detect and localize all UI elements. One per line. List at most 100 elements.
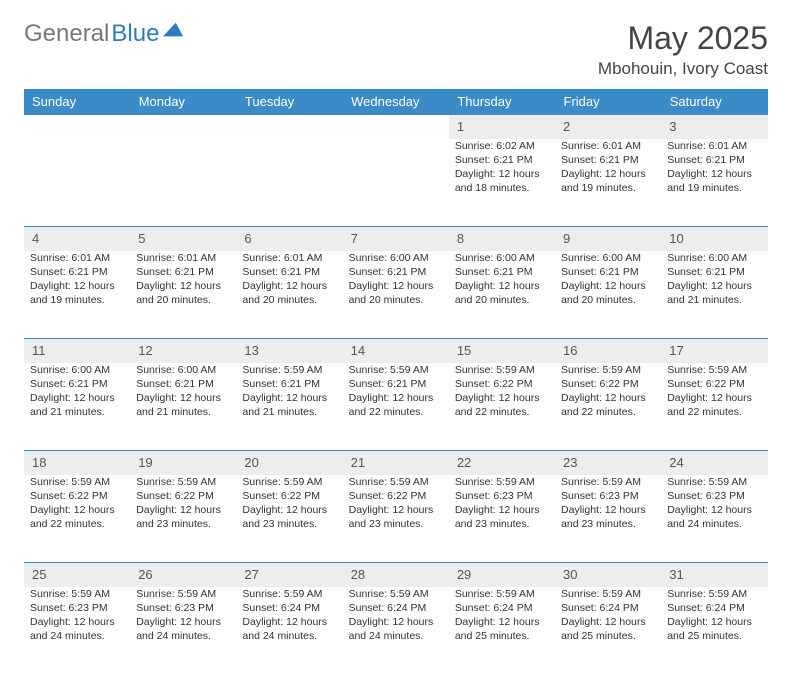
sunrise-line: Sunrise: 5:59 AM bbox=[667, 587, 761, 601]
sunset-line: Sunset: 6:24 PM bbox=[242, 601, 336, 615]
day-detail-cell: Sunrise: 5:59 AMSunset: 6:22 PMDaylight:… bbox=[661, 363, 767, 451]
daylight-line: Daylight: 12 hours and 21 minutes. bbox=[30, 391, 124, 419]
sunset-line: Sunset: 6:23 PM bbox=[455, 489, 549, 503]
sunset-line: Sunset: 6:21 PM bbox=[667, 265, 761, 279]
day-number-cell: 1 bbox=[449, 115, 555, 139]
daylight-line: Daylight: 12 hours and 19 minutes. bbox=[30, 279, 124, 307]
day-detail-cell: Sunrise: 5:59 AMSunset: 6:21 PMDaylight:… bbox=[343, 363, 449, 451]
day-detail-cell bbox=[24, 139, 130, 227]
month-title: May 2025 bbox=[598, 20, 768, 57]
day-number-row: 18192021222324 bbox=[24, 451, 768, 475]
day-number-cell: 29 bbox=[449, 563, 555, 587]
daylight-line: Daylight: 12 hours and 19 minutes. bbox=[561, 167, 655, 195]
day-detail-cell: Sunrise: 5:59 AMSunset: 6:22 PMDaylight:… bbox=[343, 475, 449, 563]
sunset-line: Sunset: 6:22 PM bbox=[561, 377, 655, 391]
daylight-line: Daylight: 12 hours and 19 minutes. bbox=[667, 167, 761, 195]
sunset-line: Sunset: 6:23 PM bbox=[667, 489, 761, 503]
sunrise-line: Sunrise: 5:59 AM bbox=[349, 475, 443, 489]
day-detail-cell: Sunrise: 5:59 AMSunset: 6:23 PMDaylight:… bbox=[449, 475, 555, 563]
sunset-line: Sunset: 6:24 PM bbox=[349, 601, 443, 615]
sunrise-line: Sunrise: 6:02 AM bbox=[455, 139, 549, 153]
day-number-cell bbox=[236, 115, 342, 139]
weekday-header: Sunday bbox=[24, 89, 130, 115]
day-number-cell: 7 bbox=[343, 227, 449, 251]
sunrise-line: Sunrise: 5:59 AM bbox=[242, 363, 336, 377]
daylight-line: Daylight: 12 hours and 20 minutes. bbox=[242, 279, 336, 307]
day-number-cell: 11 bbox=[24, 339, 130, 363]
daylight-line: Daylight: 12 hours and 21 minutes. bbox=[242, 391, 336, 419]
sunset-line: Sunset: 6:22 PM bbox=[30, 489, 124, 503]
daylight-line: Daylight: 12 hours and 18 minutes. bbox=[455, 167, 549, 195]
sunset-line: Sunset: 6:23 PM bbox=[30, 601, 124, 615]
day-detail-cell: Sunrise: 5:59 AMSunset: 6:23 PMDaylight:… bbox=[661, 475, 767, 563]
sunset-line: Sunset: 6:21 PM bbox=[455, 153, 549, 167]
day-detail-cell: Sunrise: 5:59 AMSunset: 6:24 PMDaylight:… bbox=[661, 587, 767, 675]
daylight-line: Daylight: 12 hours and 23 minutes. bbox=[136, 503, 230, 531]
day-detail-cell: Sunrise: 6:02 AMSunset: 6:21 PMDaylight:… bbox=[449, 139, 555, 227]
daylight-line: Daylight: 12 hours and 23 minutes. bbox=[561, 503, 655, 531]
daylight-line: Daylight: 12 hours and 20 minutes. bbox=[455, 279, 549, 307]
sunrise-line: Sunrise: 6:01 AM bbox=[242, 251, 336, 265]
sunrise-line: Sunrise: 5:59 AM bbox=[455, 363, 549, 377]
day-number-cell: 22 bbox=[449, 451, 555, 475]
daylight-line: Daylight: 12 hours and 20 minutes. bbox=[136, 279, 230, 307]
weekday-header: Tuesday bbox=[236, 89, 342, 115]
daylight-line: Daylight: 12 hours and 20 minutes. bbox=[349, 279, 443, 307]
sunset-line: Sunset: 6:22 PM bbox=[136, 489, 230, 503]
daylight-line: Daylight: 12 hours and 22 minutes. bbox=[30, 503, 124, 531]
daylight-line: Daylight: 12 hours and 20 minutes. bbox=[561, 279, 655, 307]
day-detail-cell: Sunrise: 5:59 AMSunset: 6:24 PMDaylight:… bbox=[236, 587, 342, 675]
day-number-cell: 16 bbox=[555, 339, 661, 363]
daylight-line: Daylight: 12 hours and 21 minutes. bbox=[667, 279, 761, 307]
weekday-header: Thursday bbox=[449, 89, 555, 115]
day-number-cell: 31 bbox=[661, 563, 767, 587]
day-number-cell: 12 bbox=[130, 339, 236, 363]
weekday-header: Friday bbox=[555, 89, 661, 115]
day-number-cell: 25 bbox=[24, 563, 130, 587]
day-number-cell: 15 bbox=[449, 339, 555, 363]
daylight-line: Daylight: 12 hours and 24 minutes. bbox=[136, 615, 230, 643]
sunrise-line: Sunrise: 5:59 AM bbox=[561, 475, 655, 489]
day-detail-cell: Sunrise: 6:00 AMSunset: 6:21 PMDaylight:… bbox=[661, 251, 767, 339]
day-number-cell: 10 bbox=[661, 227, 767, 251]
sunset-line: Sunset: 6:22 PM bbox=[455, 377, 549, 391]
day-number-cell: 23 bbox=[555, 451, 661, 475]
day-detail-cell bbox=[130, 139, 236, 227]
day-number-row: 45678910 bbox=[24, 227, 768, 251]
sunrise-line: Sunrise: 5:59 AM bbox=[455, 475, 549, 489]
sunset-line: Sunset: 6:23 PM bbox=[561, 489, 655, 503]
daylight-line: Daylight: 12 hours and 22 minutes. bbox=[561, 391, 655, 419]
sunrise-line: Sunrise: 5:59 AM bbox=[242, 475, 336, 489]
daylight-line: Daylight: 12 hours and 25 minutes. bbox=[455, 615, 549, 643]
day-detail-cell: Sunrise: 6:01 AMSunset: 6:21 PMDaylight:… bbox=[236, 251, 342, 339]
day-detail-cell: Sunrise: 6:00 AMSunset: 6:21 PMDaylight:… bbox=[449, 251, 555, 339]
day-detail-cell: Sunrise: 6:01 AMSunset: 6:21 PMDaylight:… bbox=[661, 139, 767, 227]
daylight-line: Daylight: 12 hours and 23 minutes. bbox=[349, 503, 443, 531]
day-detail-cell: Sunrise: 5:59 AMSunset: 6:23 PMDaylight:… bbox=[555, 475, 661, 563]
day-number-row: 11121314151617 bbox=[24, 339, 768, 363]
daylight-line: Daylight: 12 hours and 25 minutes. bbox=[667, 615, 761, 643]
sunset-line: Sunset: 6:21 PM bbox=[136, 265, 230, 279]
day-detail-cell bbox=[236, 139, 342, 227]
logo-text-2: Blue bbox=[111, 20, 159, 48]
day-number-cell: 9 bbox=[555, 227, 661, 251]
sunset-line: Sunset: 6:21 PM bbox=[349, 265, 443, 279]
day-detail-row: Sunrise: 6:00 AMSunset: 6:21 PMDaylight:… bbox=[24, 363, 768, 451]
sunrise-line: Sunrise: 6:00 AM bbox=[667, 251, 761, 265]
day-detail-cell: Sunrise: 5:59 AMSunset: 6:23 PMDaylight:… bbox=[130, 587, 236, 675]
weekday-header: Monday bbox=[130, 89, 236, 115]
day-number-cell: 21 bbox=[343, 451, 449, 475]
sunset-line: Sunset: 6:22 PM bbox=[242, 489, 336, 503]
day-detail-row: Sunrise: 5:59 AMSunset: 6:22 PMDaylight:… bbox=[24, 475, 768, 563]
day-number-cell: 24 bbox=[661, 451, 767, 475]
day-number-cell: 19 bbox=[130, 451, 236, 475]
location-label: Mbohouin, Ivory Coast bbox=[598, 59, 768, 79]
day-number-cell: 4 bbox=[24, 227, 130, 251]
sunset-line: Sunset: 6:21 PM bbox=[242, 265, 336, 279]
day-detail-cell: Sunrise: 5:59 AMSunset: 6:22 PMDaylight:… bbox=[24, 475, 130, 563]
day-number-cell: 26 bbox=[130, 563, 236, 587]
sunrise-line: Sunrise: 5:59 AM bbox=[561, 587, 655, 601]
sunrise-line: Sunrise: 6:00 AM bbox=[136, 363, 230, 377]
sunrise-line: Sunrise: 6:00 AM bbox=[30, 363, 124, 377]
sunrise-line: Sunrise: 5:59 AM bbox=[349, 587, 443, 601]
